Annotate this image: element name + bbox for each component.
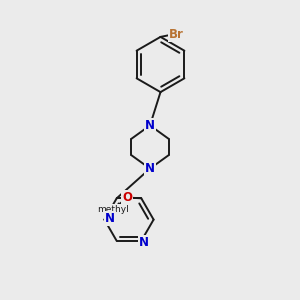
Text: O: O [122,191,132,204]
Text: Br: Br [169,28,184,41]
Text: methyl: methyl [97,205,129,214]
Text: N: N [105,212,115,225]
Text: N: N [145,119,155,132]
Text: N: N [145,162,155,175]
Text: N: N [139,236,149,249]
